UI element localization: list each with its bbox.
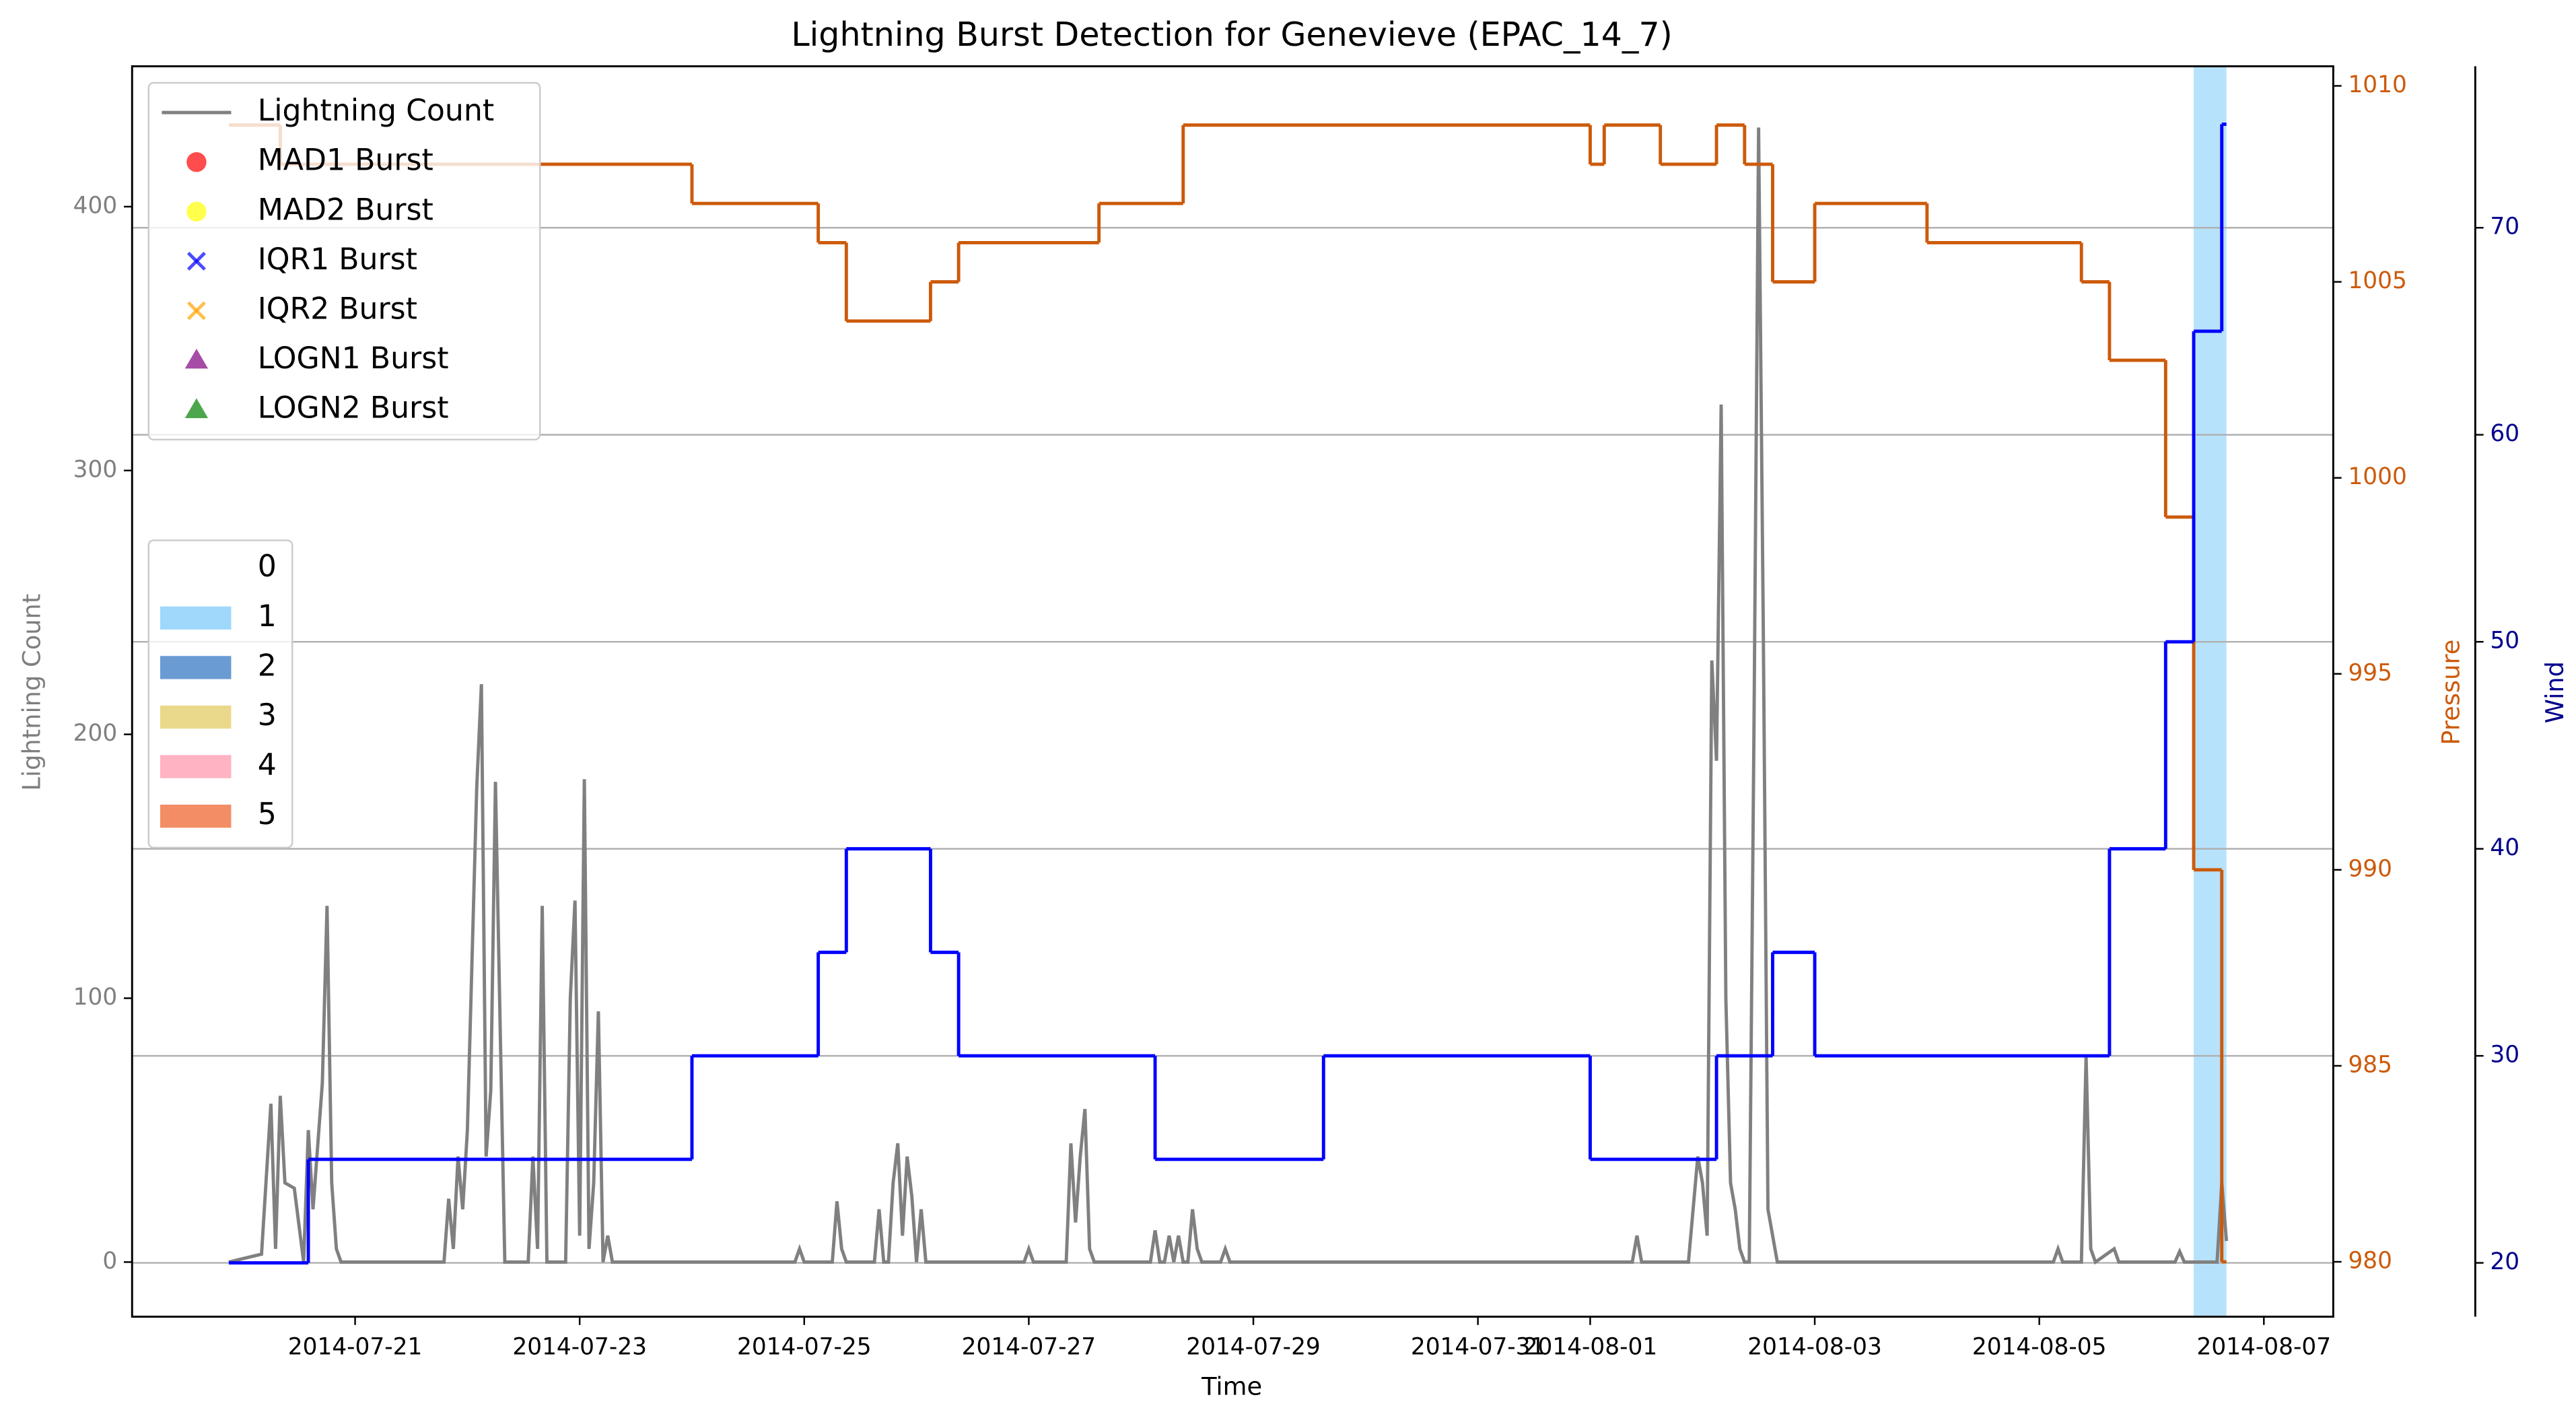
x-tick-label: 2014-07-27 — [962, 1334, 1096, 1361]
legend-swatch — [160, 557, 232, 580]
legend-label: 5 — [258, 797, 277, 832]
y2-tick-label: 995 — [2348, 659, 2392, 686]
legend-label: IQR1 Burst — [258, 242, 417, 277]
x-tick-label: 2014-07-21 — [288, 1334, 422, 1361]
legend-marker — [186, 151, 207, 172]
y3-tick-label: 30 — [2490, 1042, 2519, 1069]
y3-tick-label: 50 — [2490, 628, 2519, 654]
x-tick-label: 2014-08-03 — [1747, 1334, 1882, 1361]
legend-label: 1 — [258, 599, 277, 634]
y2-tick-label: 1005 — [2348, 267, 2406, 294]
y2-axis-label: Pressure — [2437, 640, 2466, 745]
legend-label: IQR2 Burst — [258, 292, 417, 327]
x-tick-label: 2014-08-05 — [1972, 1334, 2107, 1361]
legend-swatch — [160, 805, 232, 828]
legend-label: 3 — [258, 698, 277, 733]
legend-label: 2 — [258, 648, 277, 683]
y-tick-label: 200 — [73, 720, 118, 747]
series-line — [228, 127, 2229, 1265]
legend-label: 0 — [258, 549, 277, 584]
x-tick-label: 2014-07-25 — [737, 1334, 872, 1361]
x-tick-label: 2014-07-23 — [512, 1334, 647, 1361]
y2-tick-label: 980 — [2348, 1248, 2392, 1275]
legend-marker — [186, 301, 206, 321]
legend-marker — [184, 398, 209, 418]
legend-swatch — [160, 755, 232, 778]
plot-frame — [131, 65, 2334, 1318]
y-tick-label: 400 — [73, 192, 118, 219]
legend-box — [147, 81, 541, 441]
legend-marker — [184, 348, 209, 369]
legend-label: MAD2 Burst — [258, 193, 433, 227]
y2-tick-label: 985 — [2348, 1051, 2392, 1078]
y2-tick-label: 1010 — [2348, 71, 2406, 98]
legend-swatch — [160, 705, 232, 729]
chart-title: Lightning Burst Detection for Genevieve … — [791, 15, 1672, 54]
y3-tick-label: 60 — [2490, 420, 2519, 447]
y3-tick-label: 40 — [2490, 834, 2519, 861]
x-tick-label: 2014-08-07 — [2197, 1334, 2331, 1361]
legend-label: LOGN1 Burst — [258, 341, 449, 376]
x-tick-label: 2014-08-01 — [1523, 1334, 1658, 1361]
y-axis-label: Lightning Count — [18, 594, 46, 791]
y-tick-label: 100 — [73, 984, 118, 1011]
y-tick-label: 300 — [73, 456, 118, 483]
legend-swatch — [160, 656, 232, 679]
legend-label: 4 — [258, 748, 277, 782]
x-tick-label: 2014-07-31 — [1411, 1334, 1545, 1361]
y2-tick-label: 1000 — [2348, 463, 2406, 490]
legend-label: Lightning Count — [258, 94, 495, 128]
x-axis-label: Time — [1201, 1372, 1262, 1401]
y2-tick-label: 990 — [2348, 855, 2392, 882]
y3-tick-label: 20 — [2490, 1248, 2519, 1275]
legend-label: MAD1 Burst — [258, 143, 433, 178]
legend-swatch — [160, 606, 232, 630]
x-tick-label: 2014-07-29 — [1186, 1334, 1321, 1361]
y-tick-label: 0 — [102, 1248, 117, 1275]
legend-marker — [186, 251, 206, 271]
legend-marker — [186, 201, 207, 222]
legend-label: LOGN2 Burst — [258, 391, 449, 426]
y3-axis-label: Wind — [2540, 661, 2569, 723]
y3-tick-label: 70 — [2490, 213, 2519, 240]
